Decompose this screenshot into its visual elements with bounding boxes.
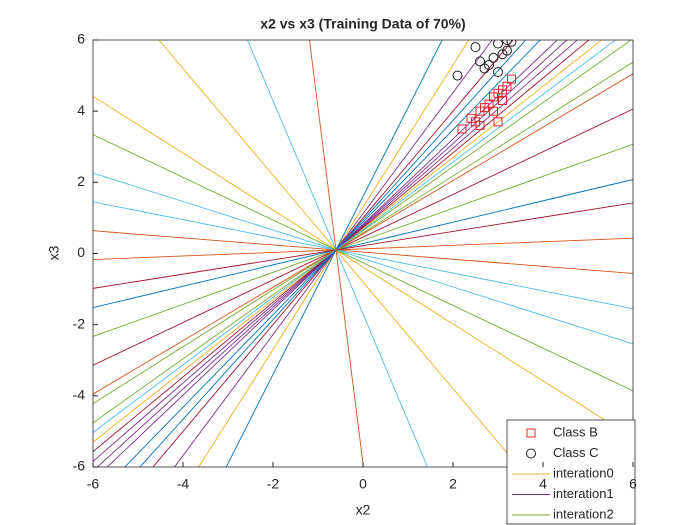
marker-circle — [526, 448, 536, 459]
line — [106, 40, 558, 467]
line — [93, 237, 633, 260]
y-tick-label: 0 — [77, 244, 85, 260]
line — [93, 73, 633, 395]
x-tick-label: 6 — [629, 476, 637, 492]
marker-square — [475, 120, 485, 130]
y-tick-label: -6 — [73, 458, 86, 474]
y-tick-label: 6 — [77, 31, 85, 47]
marker-circle — [502, 40, 512, 45]
line — [93, 40, 579, 462]
marker-square — [457, 124, 467, 134]
line — [93, 143, 633, 337]
legend-label: interation1 — [553, 486, 614, 501]
line — [93, 202, 633, 289]
x-tick-label: 0 — [359, 476, 367, 492]
legend-label: Class C — [553, 445, 599, 460]
x-tick-label: -4 — [177, 476, 190, 492]
legend-label: Class B — [553, 424, 598, 439]
legend-label: interation0 — [553, 465, 614, 480]
line — [93, 179, 633, 309]
line — [93, 40, 632, 424]
line — [93, 40, 590, 453]
line — [247, 40, 428, 467]
marker-circle — [475, 56, 485, 67]
line — [225, 40, 443, 467]
line — [173, 40, 493, 467]
line — [93, 230, 633, 274]
x-axis-label: x2 — [356, 502, 371, 518]
x-tick-label: 2 — [449, 476, 457, 492]
legend: Class B Class C interation0 interation1 inte… — [506, 419, 636, 525]
x-tick-label: -6 — [87, 476, 100, 492]
line — [93, 61, 633, 405]
line — [93, 40, 617, 433]
marker-circle — [488, 52, 499, 63]
y-tick-label: -4 — [73, 387, 86, 403]
marker-circle — [452, 70, 463, 81]
line — [198, 40, 470, 467]
marker-square — [498, 95, 507, 105]
line — [93, 40, 603, 443]
marker-square — [493, 117, 503, 127]
chart-title: x2 vs x3 (Training Data of 70%) — [260, 16, 465, 32]
line — [124, 40, 541, 467]
marker-circle — [506, 40, 517, 47]
line — [93, 201, 633, 310]
marker-circle — [493, 40, 503, 49]
marker-circle — [484, 59, 494, 70]
legend-label: interation2 — [553, 506, 614, 521]
marker-circle — [493, 67, 503, 78]
line — [93, 108, 633, 366]
y-tick-label: -2 — [73, 315, 86, 331]
marker-circle — [470, 42, 481, 53]
marker-square — [489, 106, 498, 116]
x-tick-label: 4 — [539, 476, 547, 492]
plot-area — [93, 40, 633, 467]
line — [96, 40, 568, 467]
line — [152, 40, 514, 467]
y-axis-label: x3 — [46, 245, 62, 260]
y-tick-label: 2 — [77, 173, 85, 189]
line — [93, 134, 633, 392]
line — [93, 95, 633, 439]
line — [93, 172, 633, 345]
line — [139, 40, 527, 467]
line — [158, 40, 520, 467]
marker-square — [507, 74, 516, 84]
marks — [93, 40, 633, 467]
marker-circle — [502, 45, 512, 56]
y-tick-label: 4 — [77, 102, 85, 118]
x-tick-label: -2 — [267, 476, 280, 492]
marker-square — [526, 428, 536, 438]
